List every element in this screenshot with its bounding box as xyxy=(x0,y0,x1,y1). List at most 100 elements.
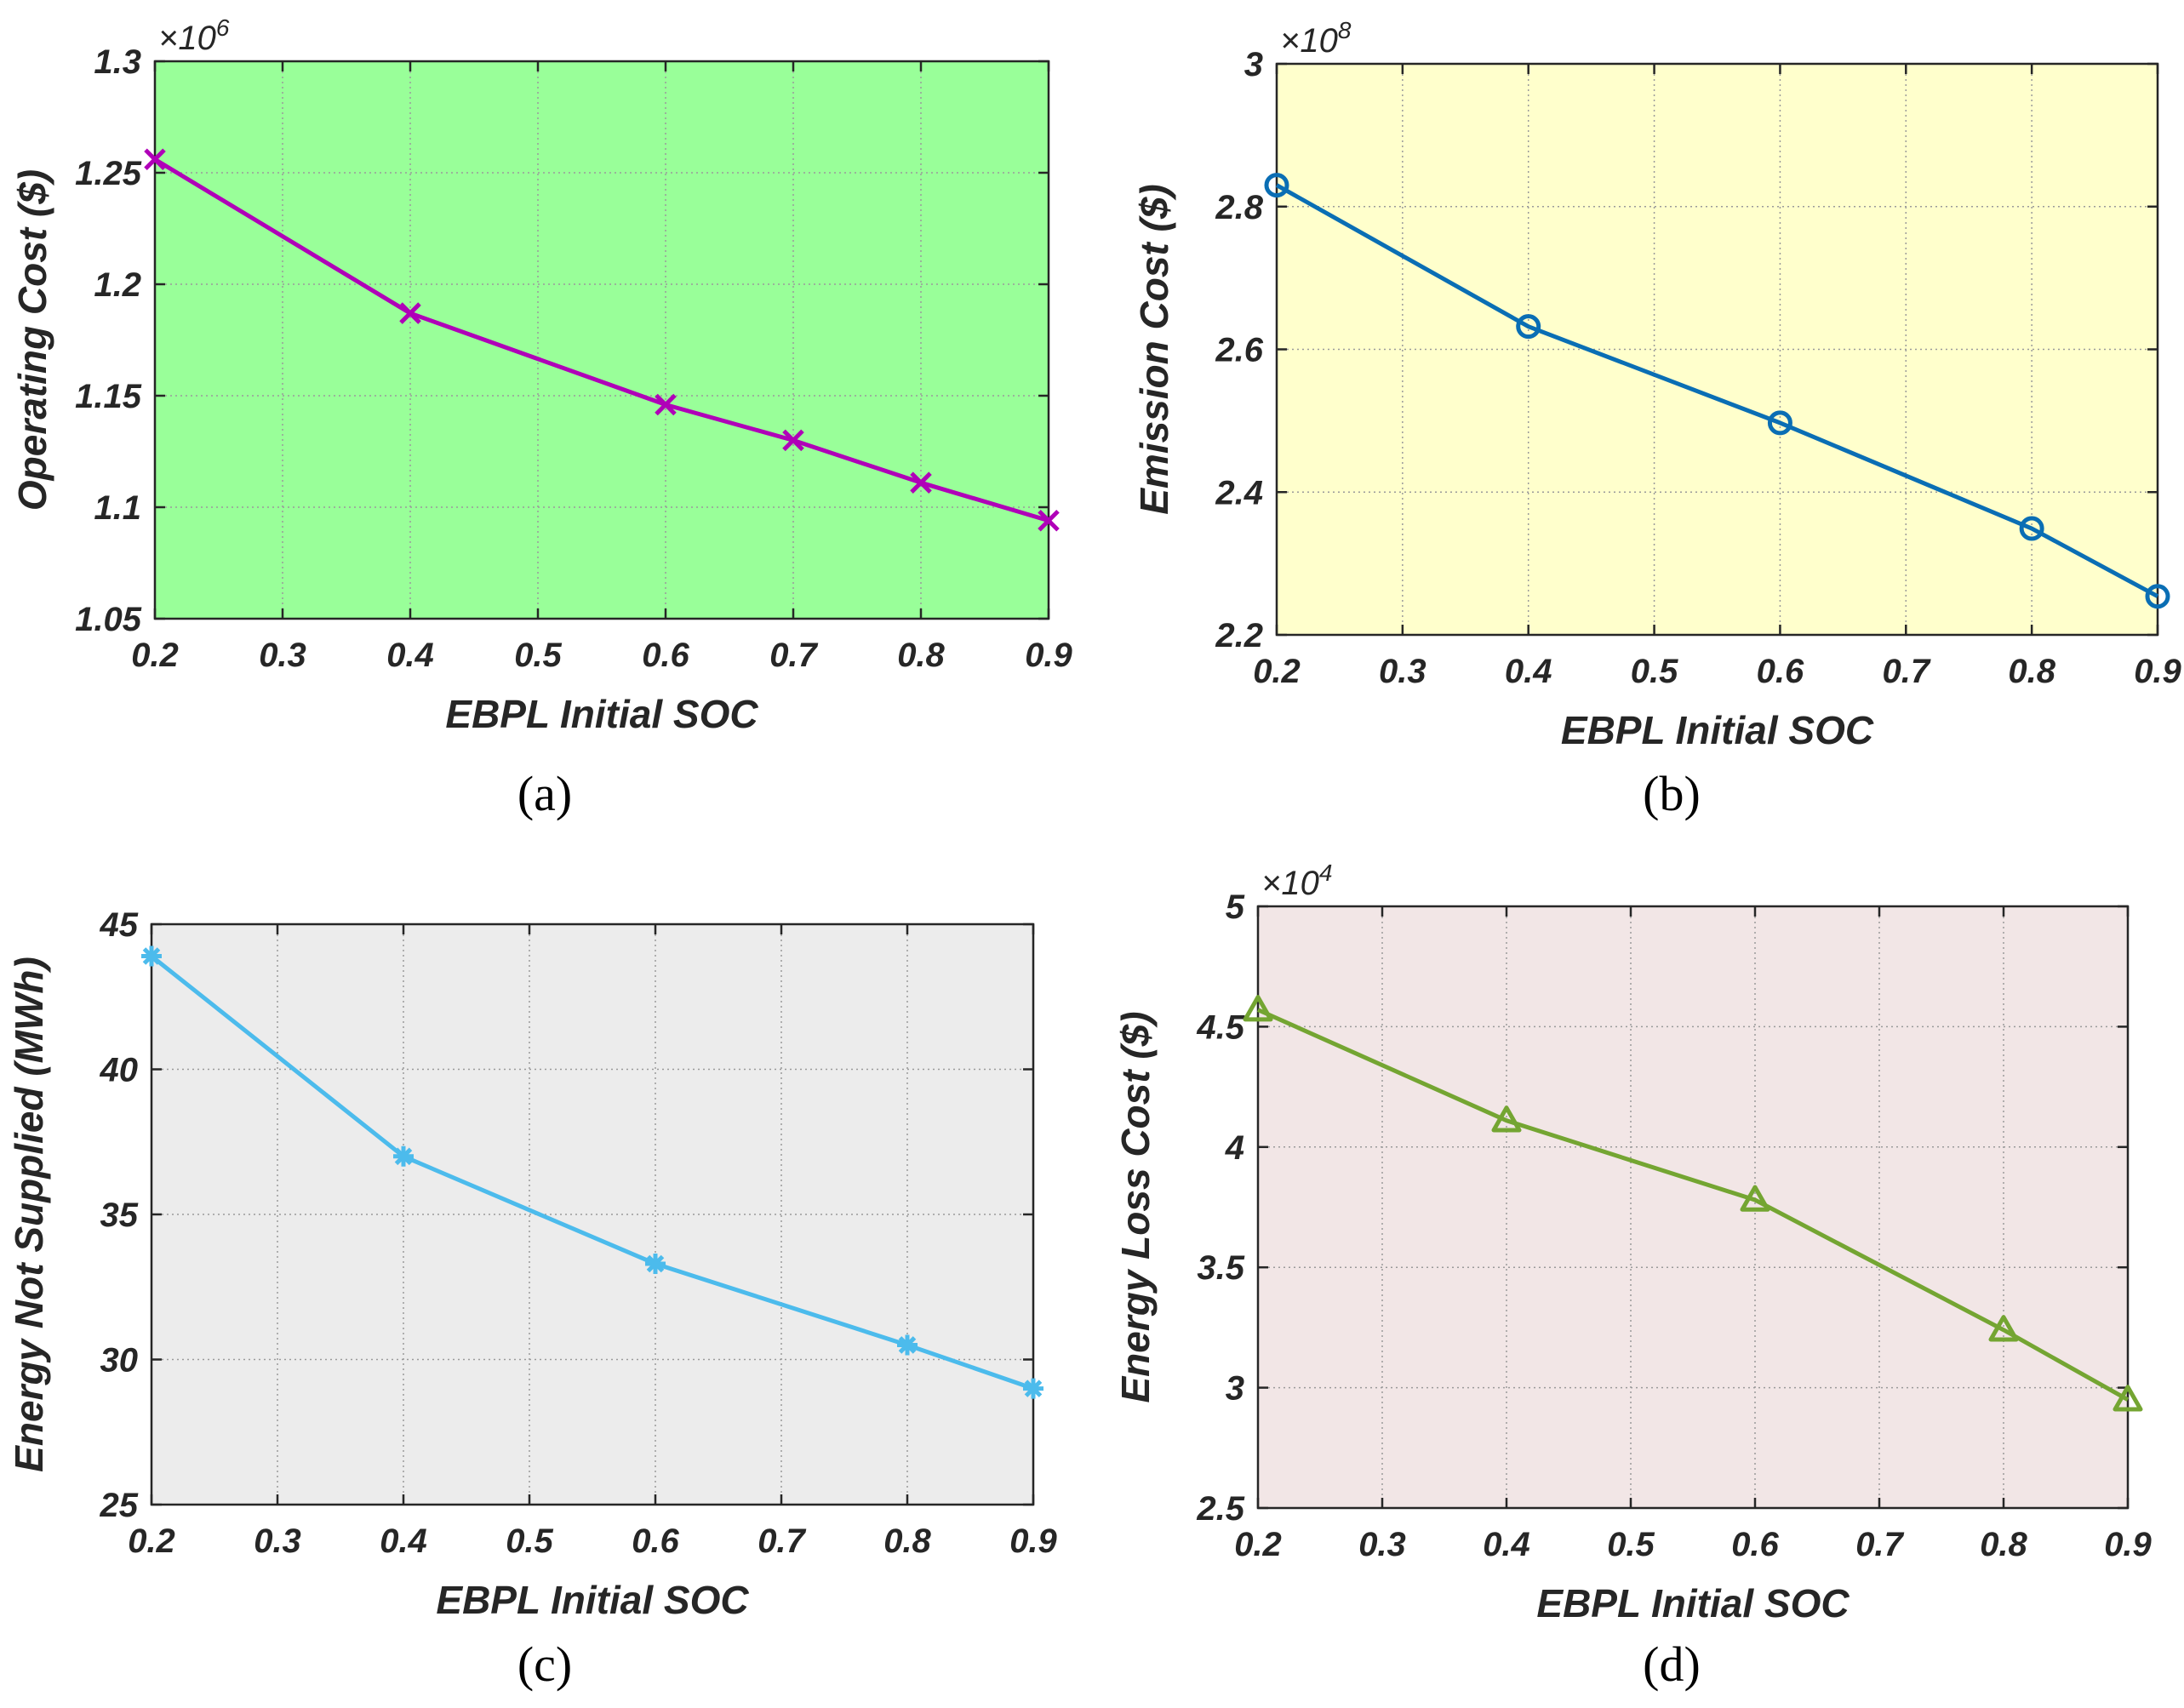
x-tick-label: 0.3 xyxy=(1358,1526,1406,1563)
panel-caption: (c) xyxy=(517,1637,572,1692)
x-tick-label: 0.6 xyxy=(1757,653,1804,690)
chart-panel-d: 0.2 0.3 0.4 0.5 0.6 0.7 0.8 0.9 2.5 3 3.5 4 4.5 5 ×104… xyxy=(1113,860,2153,1692)
x-tick-label: 0.5 xyxy=(1631,653,1678,690)
y-tick-label: 25 xyxy=(100,1487,139,1524)
panel-caption: (b) xyxy=(1643,766,1701,821)
axes-frame xyxy=(153,60,1050,620)
y-axis-label: Emission Cost ($) xyxy=(1132,184,1176,515)
x-tick-label: 0.4 xyxy=(1505,653,1552,690)
y-tick-label: 35 xyxy=(100,1197,139,1234)
x-axis-label: EBPL Initial SOC xyxy=(1536,1581,1850,1625)
data-point xyxy=(144,148,166,171)
x-tick-label: 0.6 xyxy=(632,1522,679,1560)
x-tick-label: 0.9 xyxy=(1025,637,1072,674)
data-point xyxy=(399,302,421,324)
data-point xyxy=(782,429,804,452)
x-tick-label: 0.6 xyxy=(1731,1526,1779,1563)
data-point xyxy=(1740,1185,1770,1212)
data-point xyxy=(2019,516,2044,541)
y-tick-label: 3.5 xyxy=(1197,1249,1244,1287)
chart-panel-a: 0.2 0.3 0.4 0.5 0.6 0.7 0.8 0.9 1.05 1.1 1.15 1.2 1.… xyxy=(10,14,1073,821)
y-tick-label: 3 xyxy=(1244,46,1263,83)
y-exponent-label: ×104 xyxy=(1261,860,1332,902)
y-tick-label: 2.4 xyxy=(1215,474,1263,511)
axes-frame xyxy=(1256,905,2130,1510)
x-tick-label: 0.2 xyxy=(131,637,179,674)
data-point xyxy=(1491,1105,1522,1133)
y-tick-label: 5 xyxy=(1226,888,1245,926)
x-tick-label: 0.9 xyxy=(2134,653,2181,690)
x-tick-label: 0.8 xyxy=(883,1522,931,1560)
panel-caption: (d) xyxy=(1643,1637,1701,1692)
data-point xyxy=(655,393,677,416)
x-tick-label: 0.9 xyxy=(2104,1526,2152,1563)
y-tick-label: 1.15 xyxy=(75,378,142,415)
y-tick-label: 1.1 xyxy=(94,489,141,527)
y-tick-label: 45 xyxy=(100,906,139,944)
data-point xyxy=(141,945,162,967)
x-axis-label: EBPL Initial SOC xyxy=(436,1578,749,1622)
data-point xyxy=(910,471,932,494)
y-axis-label: Energy Loss Cost ($) xyxy=(1113,1011,1158,1402)
x-axis-label: EBPL Initial SOC xyxy=(445,692,758,736)
series-line xyxy=(153,157,1049,523)
series-line xyxy=(1275,183,2159,598)
y-tick-label: 1.2 xyxy=(94,266,141,304)
x-tick-label: 0.5 xyxy=(1607,1526,1655,1563)
plot-area xyxy=(1258,906,2128,1508)
y-tick-label: 4 xyxy=(1225,1129,1244,1167)
y-tick-label: 3 xyxy=(1226,1370,1244,1408)
x-tick-label: 0.4 xyxy=(386,637,434,674)
chart-panel-b: 0.2 0.3 0.4 0.5 0.6 0.7 0.8 0.9 2.2 2.4 2.6 2.8 3 ×10… xyxy=(1132,17,2182,821)
x-tick-label: 0.7 xyxy=(1882,653,1930,690)
panel-caption: (a) xyxy=(517,766,572,821)
y-exponent-label: ×106 xyxy=(158,14,230,57)
x-tick-label: 0.3 xyxy=(259,637,306,674)
x-tick-label: 0.3 xyxy=(254,1522,301,1560)
x-tick-label: 0.5 xyxy=(506,1522,553,1560)
y-tick-label: 40 xyxy=(100,1052,139,1089)
x-tick-label: 0.2 xyxy=(1253,653,1301,690)
y-tick-label: 1.3 xyxy=(94,43,141,81)
y-tick-label: 2.2 xyxy=(1215,617,1263,654)
data-point xyxy=(645,1253,666,1274)
y-tick-label: 1.05 xyxy=(75,601,142,638)
y-tick-label: 2.6 xyxy=(1215,332,1263,369)
x-axis-label: EBPL Initial SOC xyxy=(1561,708,1874,752)
data-point xyxy=(2145,584,2170,609)
x-tick-label: 0.4 xyxy=(1483,1526,1530,1563)
data-point xyxy=(1988,1315,2019,1342)
x-tick-label: 0.7 xyxy=(1855,1526,1904,1563)
x-tick-label: 0.4 xyxy=(380,1522,427,1560)
data-point xyxy=(1516,314,1541,340)
x-tick-label: 0.8 xyxy=(1980,1526,2027,1563)
data-point xyxy=(1767,410,1792,436)
y-tick-label: 30 xyxy=(100,1342,139,1380)
x-tick-label: 0.2 xyxy=(1234,1526,1282,1563)
y-tick-label: 1.25 xyxy=(75,155,142,192)
y-tick-label: 2.8 xyxy=(1215,189,1263,226)
data-point xyxy=(393,1145,414,1167)
x-tick-label: 0.2 xyxy=(128,1522,175,1560)
y-axis-label: Energy Not Supplied (MWh) xyxy=(7,957,51,1472)
data-point xyxy=(897,1334,918,1356)
data-point xyxy=(1038,509,1060,532)
y-tick-label: 2.5 xyxy=(1196,1490,1244,1528)
x-tick-label: 0.5 xyxy=(514,637,562,674)
data-point xyxy=(1243,995,1273,1022)
plot-area xyxy=(155,61,1049,619)
x-tick-label: 0.3 xyxy=(1379,653,1426,690)
x-tick-label: 0.6 xyxy=(642,637,689,674)
y-axis-label: Operating Cost ($) xyxy=(10,169,54,511)
chart-panel-c: 0.2 0.3 0.4 0.5 0.6 0.7 0.8 0.9 25 30 35 40 45 EBPL I… xyxy=(7,906,1058,1692)
data-point xyxy=(1264,173,1289,198)
data-point xyxy=(1023,1378,1043,1399)
y-exponent-label: ×108 xyxy=(1280,17,1352,60)
series-line xyxy=(1256,1008,2130,1402)
x-tick-label: 0.7 xyxy=(758,1522,806,1560)
x-tick-label: 0.7 xyxy=(769,637,818,674)
x-tick-label: 0.8 xyxy=(2008,653,2055,690)
y-tick-label: 4.5 xyxy=(1196,1008,1244,1046)
x-tick-label: 0.8 xyxy=(897,637,945,674)
